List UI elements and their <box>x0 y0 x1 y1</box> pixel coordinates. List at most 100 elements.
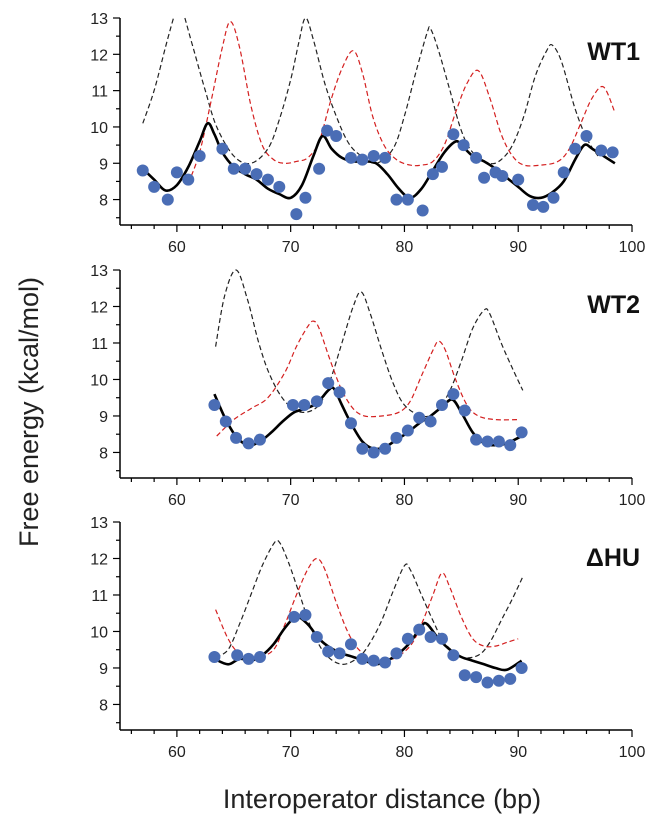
data-point <box>515 426 528 439</box>
panel-label-wt1: WT1 <box>587 38 640 66</box>
x-tick-label: 100 <box>619 744 646 761</box>
data-point <box>447 128 460 141</box>
data-point <box>481 435 494 448</box>
data-point <box>379 656 392 669</box>
panel-delta-hu: 60 70 80 90 100 8 9 10 11 12 13 ΔHU <box>90 515 645 761</box>
data-point <box>208 651 221 664</box>
data-point <box>286 399 299 412</box>
data-point <box>310 630 323 643</box>
y-tick-label: 12 <box>90 551 108 568</box>
panel-label-wt2: WT2 <box>587 291 640 319</box>
data-point <box>413 411 426 424</box>
data-point <box>547 191 560 204</box>
red-dashed-curve <box>187 20 616 184</box>
data-point <box>447 649 460 662</box>
data-point <box>161 193 174 206</box>
data-point <box>253 651 266 664</box>
panel-label-delta-hu: ΔHU <box>586 544 640 572</box>
x-tick-label: 70 <box>282 744 300 761</box>
data-point <box>322 645 335 658</box>
red-dashed-curve <box>215 557 519 663</box>
data-point <box>242 652 255 665</box>
data-point <box>379 151 392 164</box>
black-dashed-curve <box>215 269 524 418</box>
data-point <box>492 674 505 687</box>
data-point <box>606 146 619 159</box>
data-point <box>435 160 448 173</box>
data-point <box>250 168 263 181</box>
data-point <box>390 431 403 444</box>
x-tick-label: 60 <box>168 744 186 761</box>
y-tick-label: 9 <box>99 661 108 678</box>
x-tick-label: 80 <box>396 492 414 509</box>
data-point <box>253 433 266 446</box>
data-point <box>333 386 346 399</box>
data-point <box>208 399 221 412</box>
data-point <box>504 439 517 452</box>
black-dashed-curve <box>184 17 599 165</box>
data-point <box>470 671 483 684</box>
y-tick-label: 10 <box>90 120 108 137</box>
y-tick-label: 8 <box>99 445 108 462</box>
data-point <box>401 193 414 206</box>
data-point <box>481 676 494 689</box>
data-point <box>356 442 369 455</box>
black-dashed-curve <box>142 17 175 124</box>
data-point <box>492 435 505 448</box>
data-point <box>310 395 323 408</box>
data-point <box>595 144 608 157</box>
data-point <box>273 180 286 193</box>
data-point <box>435 399 448 412</box>
data-point <box>478 171 491 184</box>
data-point <box>227 162 240 175</box>
y-tick-label: 9 <box>99 156 108 173</box>
x-tick-label: 60 <box>168 492 186 509</box>
y-tick-label: 11 <box>91 84 108 101</box>
data-point <box>356 652 369 665</box>
data-point <box>367 654 380 667</box>
black-dashed-curve <box>215 539 524 665</box>
data-point <box>504 672 517 685</box>
data-point <box>416 204 429 217</box>
data-point <box>470 151 483 164</box>
data-point <box>512 173 525 186</box>
x-tick-label: 60 <box>168 239 186 256</box>
y-tick-label: 11 <box>91 336 108 353</box>
y-axis-title: Free energy (kcal/mol) <box>14 277 44 547</box>
y-tick-label: 12 <box>90 299 108 316</box>
data-point <box>182 173 195 186</box>
data-point <box>496 169 509 182</box>
y-tick-label: 13 <box>90 11 108 28</box>
red-dashed-curve <box>216 320 519 437</box>
y-tick-label: 13 <box>90 263 108 280</box>
y-tick-label: 10 <box>90 372 108 389</box>
y-tick-label: 11 <box>91 588 108 605</box>
data-point <box>537 200 550 213</box>
data-point <box>435 632 448 645</box>
x-tick-label: 90 <box>509 744 527 761</box>
fit-curve <box>141 121 616 200</box>
x-tick-label: 100 <box>619 492 646 509</box>
data-point <box>458 669 471 682</box>
data-point <box>424 630 437 643</box>
data-point <box>148 180 161 193</box>
x-tick-label: 70 <box>282 239 300 256</box>
data-point <box>367 150 380 162</box>
plot-area <box>136 17 619 221</box>
data-point <box>367 446 380 459</box>
data-point <box>569 142 582 155</box>
data-point <box>136 164 149 177</box>
data-point <box>170 166 183 179</box>
y-tick-label: 9 <box>99 409 108 426</box>
data-point <box>413 623 426 636</box>
y-tick-label: 10 <box>90 624 108 641</box>
data-point <box>344 151 357 164</box>
fit-curve <box>213 386 523 451</box>
data-point <box>426 168 439 181</box>
data-point <box>447 388 460 401</box>
y-tick-label: 8 <box>99 193 108 210</box>
x-tick-label: 90 <box>509 492 527 509</box>
panel-wt2: 60 70 80 90 100 8 9 10 11 12 13 WT2 <box>90 263 645 509</box>
data-point <box>356 153 369 166</box>
data-point <box>457 139 470 152</box>
